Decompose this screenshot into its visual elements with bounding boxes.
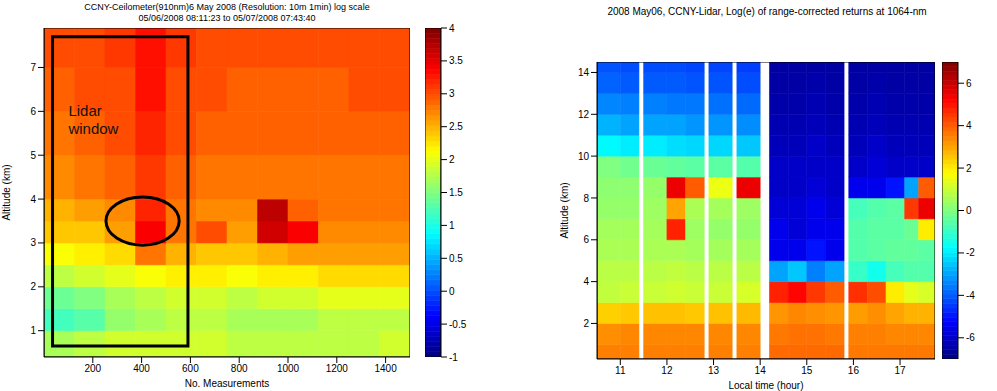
svg-text:6: 6 (583, 234, 589, 245)
svg-text:2: 2 (30, 281, 36, 292)
svg-text:1.5: 1.5 (449, 187, 463, 198)
svg-text:0: 0 (966, 205, 972, 216)
svg-text:3.5: 3.5 (449, 55, 463, 66)
svg-text:2.5: 2.5 (449, 121, 463, 132)
html-text:2008 May06, CCNY-Lidar, Log(e): 2008 May06, CCNY-Lidar, Log(e) of range-… (607, 6, 927, 17)
svg-text:2: 2 (449, 154, 455, 165)
html-text:CCNY-Ceilometer(910nm)6 May 20: CCNY-Ceilometer(910nm)6 May 2008 (Resolu… (84, 2, 370, 12)
svg-text:-6: -6 (966, 332, 975, 343)
svg-text:4: 4 (449, 23, 455, 34)
svg-text:Local time (hour): Local time (hour) (728, 380, 803, 391)
svg-text:-2: -2 (966, 247, 975, 258)
svg-text:14: 14 (755, 365, 767, 376)
svg-text:Lidarwindow: Lidarwindow (67, 102, 118, 137)
svg-text:800: 800 (231, 363, 248, 374)
svg-text:4: 4 (583, 276, 589, 287)
svg-text:1: 1 (449, 220, 455, 231)
svg-text:-1: -1 (449, 352, 458, 363)
svg-text:3: 3 (30, 237, 36, 248)
svg-text:400: 400 (133, 363, 150, 374)
svg-text:5: 5 (30, 150, 36, 161)
svg-text:16: 16 (848, 365, 860, 376)
svg-text:7: 7 (30, 62, 36, 73)
svg-text:Altitude (km): Altitude (km) (1, 164, 12, 220)
svg-text:15: 15 (801, 365, 813, 376)
svg-text:4: 4 (966, 120, 972, 131)
svg-text:600: 600 (182, 363, 199, 374)
svg-text:1400: 1400 (374, 363, 397, 374)
svg-text:12: 12 (661, 365, 673, 376)
svg-text:-0.5: -0.5 (449, 319, 467, 330)
svg-text:2: 2 (966, 163, 972, 174)
svg-text:10: 10 (578, 151, 590, 162)
svg-text:0.5: 0.5 (449, 253, 463, 264)
svg-text:8: 8 (583, 193, 589, 204)
svg-text:3: 3 (449, 88, 455, 99)
svg-text:12: 12 (578, 109, 590, 120)
svg-text:6: 6 (30, 106, 36, 117)
svg-text:No. Measurements: No. Measurements (185, 378, 269, 389)
svg-text:1000: 1000 (277, 363, 300, 374)
svg-text:13: 13 (708, 365, 720, 376)
svg-text:14: 14 (578, 67, 590, 78)
svg-text:0: 0 (449, 286, 455, 297)
svg-text:1: 1 (30, 325, 36, 336)
html-text:05/06/2008 08:11:23 to 05/07/2: 05/06/2008 08:11:23 to 05/07/2008 07:43:… (138, 13, 316, 23)
svg-text:-4: -4 (966, 290, 975, 301)
svg-text:Altitude (km): Altitude (km) (560, 182, 570, 238)
svg-text:1200: 1200 (326, 363, 349, 374)
svg-text:200: 200 (84, 363, 101, 374)
svg-text:17: 17 (894, 365, 906, 376)
svg-text:2: 2 (583, 318, 589, 329)
svg-text:4: 4 (30, 194, 36, 205)
svg-text:11: 11 (615, 365, 626, 376)
svg-text:6: 6 (966, 78, 972, 89)
